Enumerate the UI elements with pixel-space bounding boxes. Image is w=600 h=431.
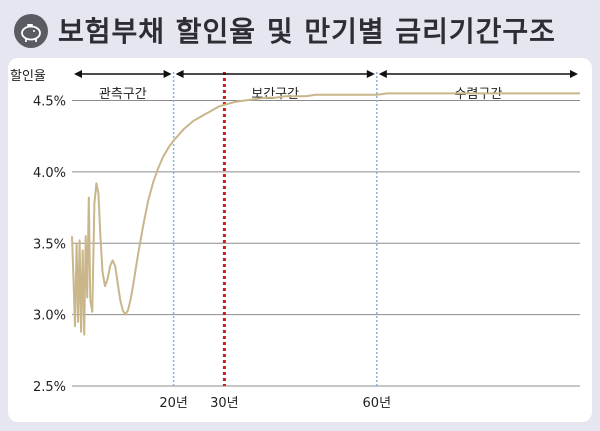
region-layer: 관측구간 보간구간 수렴구간 [74,70,578,102]
x-tick-label: 30년 [210,396,239,411]
y-tick-label: 3.5% [33,237,66,252]
y-axis: 2.5% 3.0% 3.5% 4.0% 4.5% [33,95,66,395]
region-arrow-head [74,70,82,78]
grid-layer [72,100,580,387]
series-layer [71,92,580,336]
region-arrow-head [570,70,578,78]
region-label: 관측구간 [99,87,147,102]
region-arrow-head [163,70,172,78]
x-axis: 20년 30년 60년 [159,396,391,411]
region-label: 보간구간 [251,87,299,102]
piggy-bank-icon [14,14,48,48]
boundary-layer [172,72,378,386]
header: 보험부채 할인율 및 만기별 금리기간구조 [0,0,600,56]
y-tick-label: 4.0% [33,166,66,181]
y-tick-label: 3.0% [33,309,66,324]
region-arrow-head [366,70,375,78]
region-arrow-head [175,70,184,78]
region-arrow-head [378,70,387,78]
y-tick-label: 4.5% [33,95,66,110]
x-tick-label: 60년 [363,396,392,411]
y-tick-label: 2.5% [33,380,66,395]
page-title: 보험부채 할인율 및 만기별 금리기간구조 [58,15,556,48]
region-label: 수렴구간 [454,87,502,102]
chart-panel [8,58,592,422]
series-line [71,92,580,336]
y-axis-label: 할인율 [10,69,46,84]
x-tick-label: 20년 [159,396,188,411]
